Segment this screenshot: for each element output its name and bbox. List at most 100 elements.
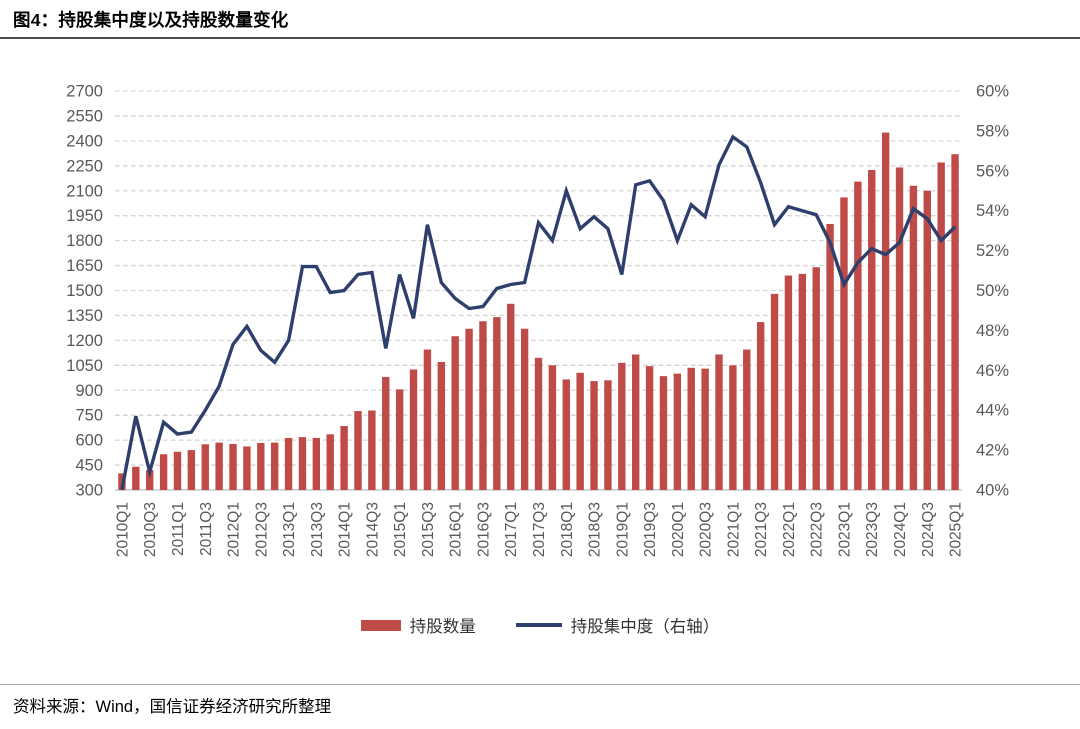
bar-2015Q4 xyxy=(437,361,446,490)
bar-2018Q4 xyxy=(604,380,612,490)
svg-text:2012Q1: 2012Q1 xyxy=(226,502,243,557)
concentration-line xyxy=(120,134,957,491)
svg-text:1650: 1650 xyxy=(66,257,103,275)
svg-text:450: 450 xyxy=(75,457,103,475)
svg-text:2400: 2400 xyxy=(66,132,103,150)
bar-2023Q3 xyxy=(868,169,876,490)
bar-2019Q2 xyxy=(631,354,640,490)
bar-2017Q1 xyxy=(507,303,515,490)
bar-2018Q3 xyxy=(590,381,598,490)
bar-2017Q2 xyxy=(520,328,529,490)
bar-2016Q4 xyxy=(493,317,501,490)
bar-2013Q1 xyxy=(284,437,293,490)
chart-legend: 持股数量 持股集中度（右轴） xyxy=(0,613,1080,637)
bar-2020Q4 xyxy=(715,354,723,490)
bar-2020Q2 xyxy=(687,367,695,490)
svg-text:52%: 52% xyxy=(976,242,1009,260)
svg-text:2014Q1: 2014Q1 xyxy=(337,502,354,557)
svg-text:300: 300 xyxy=(75,482,103,500)
svg-text:2019Q3: 2019Q3 xyxy=(642,502,659,557)
svg-text:2014Q3: 2014Q3 xyxy=(364,502,381,557)
bar-2020Q1 xyxy=(673,373,682,490)
svg-text:2015Q3: 2015Q3 xyxy=(420,502,437,557)
bar-2010Q4 xyxy=(159,454,168,490)
bar-series xyxy=(118,132,959,491)
y-axis-left-labels: 300 450 600 750 900 1050 1200 1350 1500 1650 1800 1… xyxy=(66,83,103,500)
bar-2023Q2 xyxy=(854,181,862,490)
svg-text:2018Q3: 2018Q3 xyxy=(587,502,604,557)
bar-2012Q1 xyxy=(229,443,237,490)
svg-text:2700: 2700 xyxy=(66,83,103,101)
svg-text:2021Q3: 2021Q3 xyxy=(753,502,770,557)
figure-title: 图4：持股集中度以及持股数量变化 xyxy=(13,10,289,30)
bar-2020Q3 xyxy=(701,368,709,490)
svg-text:2024Q3: 2024Q3 xyxy=(920,502,937,557)
source-divider xyxy=(0,684,1080,685)
bar-2013Q4 xyxy=(326,434,334,490)
bar-2021Q1 xyxy=(729,365,737,490)
svg-text:2023Q1: 2023Q1 xyxy=(836,502,853,557)
bar-2012Q3 xyxy=(257,442,265,490)
y-axis-right-labels: 40% 42% 44% 46% 48% 50% 52% 54% 56% 58% 60% xyxy=(976,83,1009,500)
bar-2017Q3 xyxy=(534,357,543,490)
bar-2010Q3 xyxy=(146,470,154,490)
svg-text:54%: 54% xyxy=(976,202,1009,220)
bar-2018Q2 xyxy=(576,372,584,490)
svg-text:2016Q3: 2016Q3 xyxy=(475,502,492,557)
svg-text:2022Q1: 2022Q1 xyxy=(781,502,798,557)
bar-2022Q4 xyxy=(826,224,834,490)
svg-text:2025Q1: 2025Q1 xyxy=(948,502,965,557)
svg-text:46%: 46% xyxy=(976,362,1009,380)
bar-series-label: 持股数量 xyxy=(409,618,476,636)
bar-2016Q2 xyxy=(465,328,473,490)
bar-2011Q2 xyxy=(187,450,196,490)
svg-text:48%: 48% xyxy=(976,322,1009,340)
bar-2021Q2 xyxy=(743,349,751,490)
svg-text:750: 750 xyxy=(75,407,103,425)
bar-2022Q1 xyxy=(784,275,793,490)
bar-2012Q2 xyxy=(243,446,251,490)
svg-text:600: 600 xyxy=(75,432,103,450)
svg-text:2024Q1: 2024Q1 xyxy=(892,502,909,557)
svg-text:2020Q3: 2020Q3 xyxy=(698,502,715,557)
svg-text:2015Q1: 2015Q1 xyxy=(392,502,409,557)
gridlines xyxy=(115,90,962,466)
svg-text:900: 900 xyxy=(75,382,103,400)
bar-2015Q3 xyxy=(423,349,432,490)
bar-2017Q4 xyxy=(548,365,557,490)
svg-text:60%: 60% xyxy=(976,83,1009,101)
bar-2021Q3 xyxy=(756,322,765,490)
x-axis-labels: 2010Q1 2010Q3 2011Q1 2011Q3 2012Q1 2012Q3 2013… xyxy=(114,502,964,557)
svg-text:2017Q3: 2017Q3 xyxy=(531,502,548,557)
svg-text:2022Q3: 2022Q3 xyxy=(809,502,826,557)
svg-text:56%: 56% xyxy=(976,162,1009,180)
bar-2023Q4 xyxy=(881,132,890,490)
svg-text:2013Q1: 2013Q1 xyxy=(281,502,298,557)
svg-text:44%: 44% xyxy=(976,402,1009,420)
bar-2024Q4 xyxy=(937,162,945,491)
source-note: 资料来源：Wind，国信证券经济研究所整理 xyxy=(13,698,332,716)
svg-text:1500: 1500 xyxy=(66,282,103,300)
bar-2022Q3 xyxy=(812,267,820,490)
svg-text:2020Q1: 2020Q1 xyxy=(670,502,687,557)
bar-2014Q1 xyxy=(340,425,348,490)
bar-2025Q1 xyxy=(951,154,959,491)
bar-2011Q3 xyxy=(201,444,209,490)
bar-2013Q2 xyxy=(298,437,307,490)
svg-text:2021Q1: 2021Q1 xyxy=(725,502,742,557)
legend-item-line: 持股集中度（右轴） xyxy=(515,613,720,637)
svg-text:1350: 1350 xyxy=(66,307,103,325)
bar-2024Q1 xyxy=(895,167,904,490)
bar-2012Q4 xyxy=(270,442,279,490)
svg-text:2012Q3: 2012Q3 xyxy=(253,502,270,557)
svg-text:42%: 42% xyxy=(976,442,1009,460)
svg-text:2017Q1: 2017Q1 xyxy=(503,502,520,557)
chart-canvas: 300 450 600 750 900 1050 1200 1350 1500 1650 1800 1… xyxy=(0,55,1080,615)
svg-text:2011Q3: 2011Q3 xyxy=(198,502,215,556)
line-series-label: 持股集中度（右轴） xyxy=(570,618,720,636)
bar-2010Q2 xyxy=(132,466,140,490)
bar-series-swatch xyxy=(360,619,401,631)
svg-text:40%: 40% xyxy=(976,482,1009,500)
bar-2014Q2 xyxy=(354,411,362,490)
bar-2016Q1 xyxy=(451,336,459,490)
